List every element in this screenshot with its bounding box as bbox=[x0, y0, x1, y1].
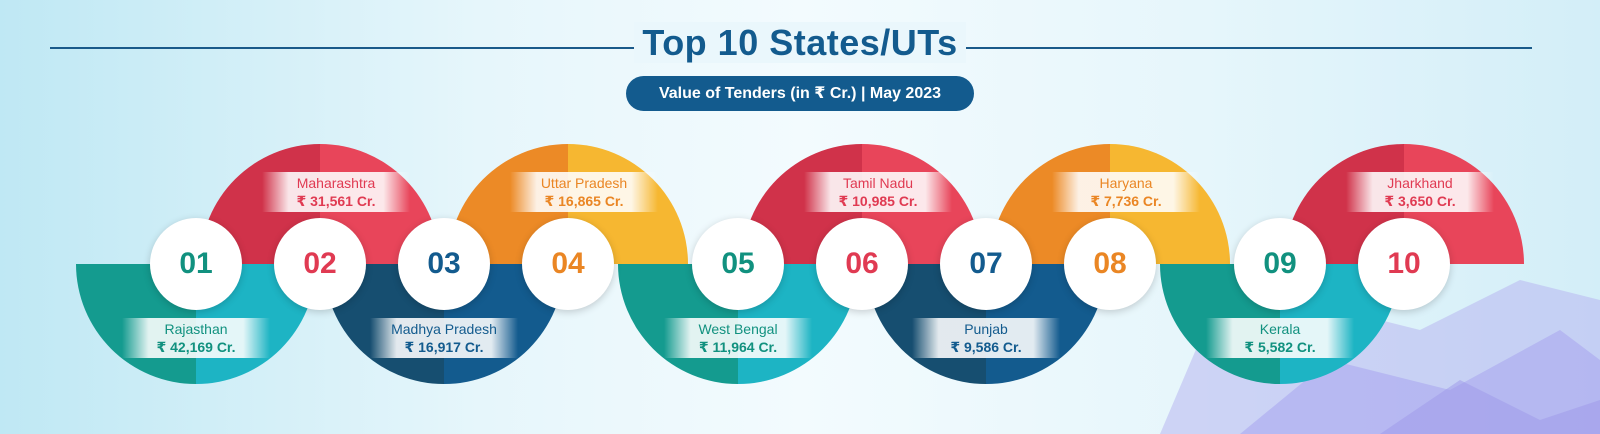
state-label-08: Haryana ₹ 7,736 Cr. bbox=[1052, 172, 1200, 212]
tender-value: ₹ 16,865 Cr. bbox=[544, 193, 624, 209]
tender-value: ₹ 9,586 Cr. bbox=[950, 339, 1022, 355]
subtitle-pill: Value of Tenders (in ₹ Cr.) | May 2023 bbox=[626, 76, 974, 111]
state-label-05: West Bengal ₹ 11,964 Cr. bbox=[664, 318, 812, 358]
tender-value: ₹ 16,917 Cr. bbox=[404, 339, 484, 355]
state-name: West Bengal bbox=[698, 321, 778, 337]
page-title-text: Top 10 States/UTs bbox=[634, 22, 966, 63]
tender-value: ₹ 3,650 Cr. bbox=[1384, 193, 1456, 209]
state-label-09: Kerala ₹ 5,582 Cr. bbox=[1206, 318, 1354, 358]
state-name: Punjab bbox=[964, 321, 1008, 337]
rank-circle-02: 02 bbox=[274, 218, 366, 310]
tender-value: ₹ 7,736 Cr. bbox=[1090, 193, 1162, 209]
rank-circle-07: 07 bbox=[940, 218, 1032, 310]
rank-circle-10: 10 bbox=[1358, 218, 1450, 310]
state-label-04: Uttar Pradesh ₹ 16,865 Cr. bbox=[510, 172, 658, 212]
state-name: Haryana bbox=[1099, 175, 1153, 191]
rank-circle-08: 08 bbox=[1064, 218, 1156, 310]
state-name: Maharashtra bbox=[296, 175, 376, 191]
state-label-07: Punjab ₹ 9,586 Cr. bbox=[912, 318, 1060, 358]
state-label-10: Jharkhand ₹ 3,650 Cr. bbox=[1346, 172, 1494, 212]
state-label-02: Maharashtra ₹ 31,561 Cr. bbox=[262, 172, 410, 212]
state-name: Rajasthan bbox=[164, 321, 228, 337]
tender-value: ₹ 5,582 Cr. bbox=[1244, 339, 1316, 355]
state-label-06: Tamil Nadu ₹ 10,985 Cr. bbox=[804, 172, 952, 212]
state-label-01: Rajasthan ₹ 42,169 Cr. bbox=[122, 318, 270, 358]
rank-circle-05: 05 bbox=[692, 218, 784, 310]
rank-circle-03: 03 bbox=[398, 218, 490, 310]
rank-circle-04: 04 bbox=[522, 218, 614, 310]
rank-circle-06: 06 bbox=[816, 218, 908, 310]
state-label-03: Madhya Pradesh ₹ 16,917 Cr. bbox=[370, 318, 518, 358]
tender-value: ₹ 42,169 Cr. bbox=[156, 339, 236, 355]
subtitle-text: Value of Tenders (in ₹ Cr.) | May 2023 bbox=[658, 85, 942, 102]
title-rule-left bbox=[50, 47, 645, 49]
tender-value: ₹ 31,561 Cr. bbox=[296, 193, 376, 209]
tender-value: ₹ 11,964 Cr. bbox=[698, 339, 778, 355]
state-name: Tamil Nadu bbox=[842, 175, 914, 191]
state-name: Kerala bbox=[1259, 321, 1301, 337]
state-name: Madhya Pradesh bbox=[391, 321, 497, 337]
rank-circle-09: 09 bbox=[1234, 218, 1326, 310]
title-rule-right bbox=[960, 47, 1532, 49]
tender-value: ₹ 10,985 Cr. bbox=[838, 193, 918, 209]
state-name: Uttar Pradesh bbox=[540, 175, 628, 191]
state-name: Jharkhand bbox=[1387, 175, 1453, 191]
rank-circle-01: 01 bbox=[150, 218, 242, 310]
page-title: Top 10 States/UTs bbox=[0, 22, 1600, 64]
